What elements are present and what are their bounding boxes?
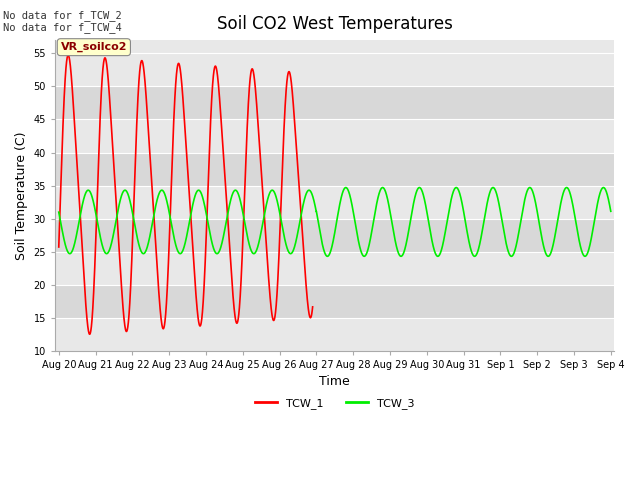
Bar — [55, 285, 614, 318]
Text: No data for f_TCW_2
No data for f_TCW_4: No data for f_TCW_2 No data for f_TCW_4 — [3, 10, 122, 33]
Text: VR_soilco2: VR_soilco2 — [61, 42, 127, 52]
TCW_1 — [155, 292, 163, 298]
TCW_1 — [55, 244, 63, 250]
Bar — [55, 86, 614, 120]
TCW_3 — [266, 190, 273, 196]
X-axis label: Time: Time — [319, 375, 350, 388]
TCW_3 — [55, 209, 63, 215]
TCW_3 — [509, 252, 516, 258]
TCW_3 — [607, 208, 614, 214]
Y-axis label: Soil Temperature (C): Soil Temperature (C) — [15, 131, 28, 260]
Bar — [55, 153, 614, 186]
TCW_3 — [415, 185, 423, 191]
TCW_3 — [155, 191, 163, 197]
Bar — [55, 318, 614, 351]
Legend: TCW_1, TCW_3: TCW_1, TCW_3 — [251, 394, 419, 414]
Title: Soil CO2 West Temperatures: Soil CO2 West Temperatures — [217, 15, 452, 33]
Line: TCW_3: TCW_3 — [59, 188, 611, 256]
Bar — [55, 252, 614, 285]
TCW_1 — [266, 289, 273, 295]
TCW_3 — [386, 207, 394, 213]
Bar — [55, 186, 614, 218]
TCW_3 — [471, 253, 479, 259]
Bar — [55, 53, 614, 86]
TCW_3 — [467, 246, 475, 252]
Line: TCW_1: TCW_1 — [59, 55, 312, 334]
TCW_3 — [414, 186, 422, 192]
Bar — [55, 120, 614, 153]
Bar — [55, 218, 614, 252]
